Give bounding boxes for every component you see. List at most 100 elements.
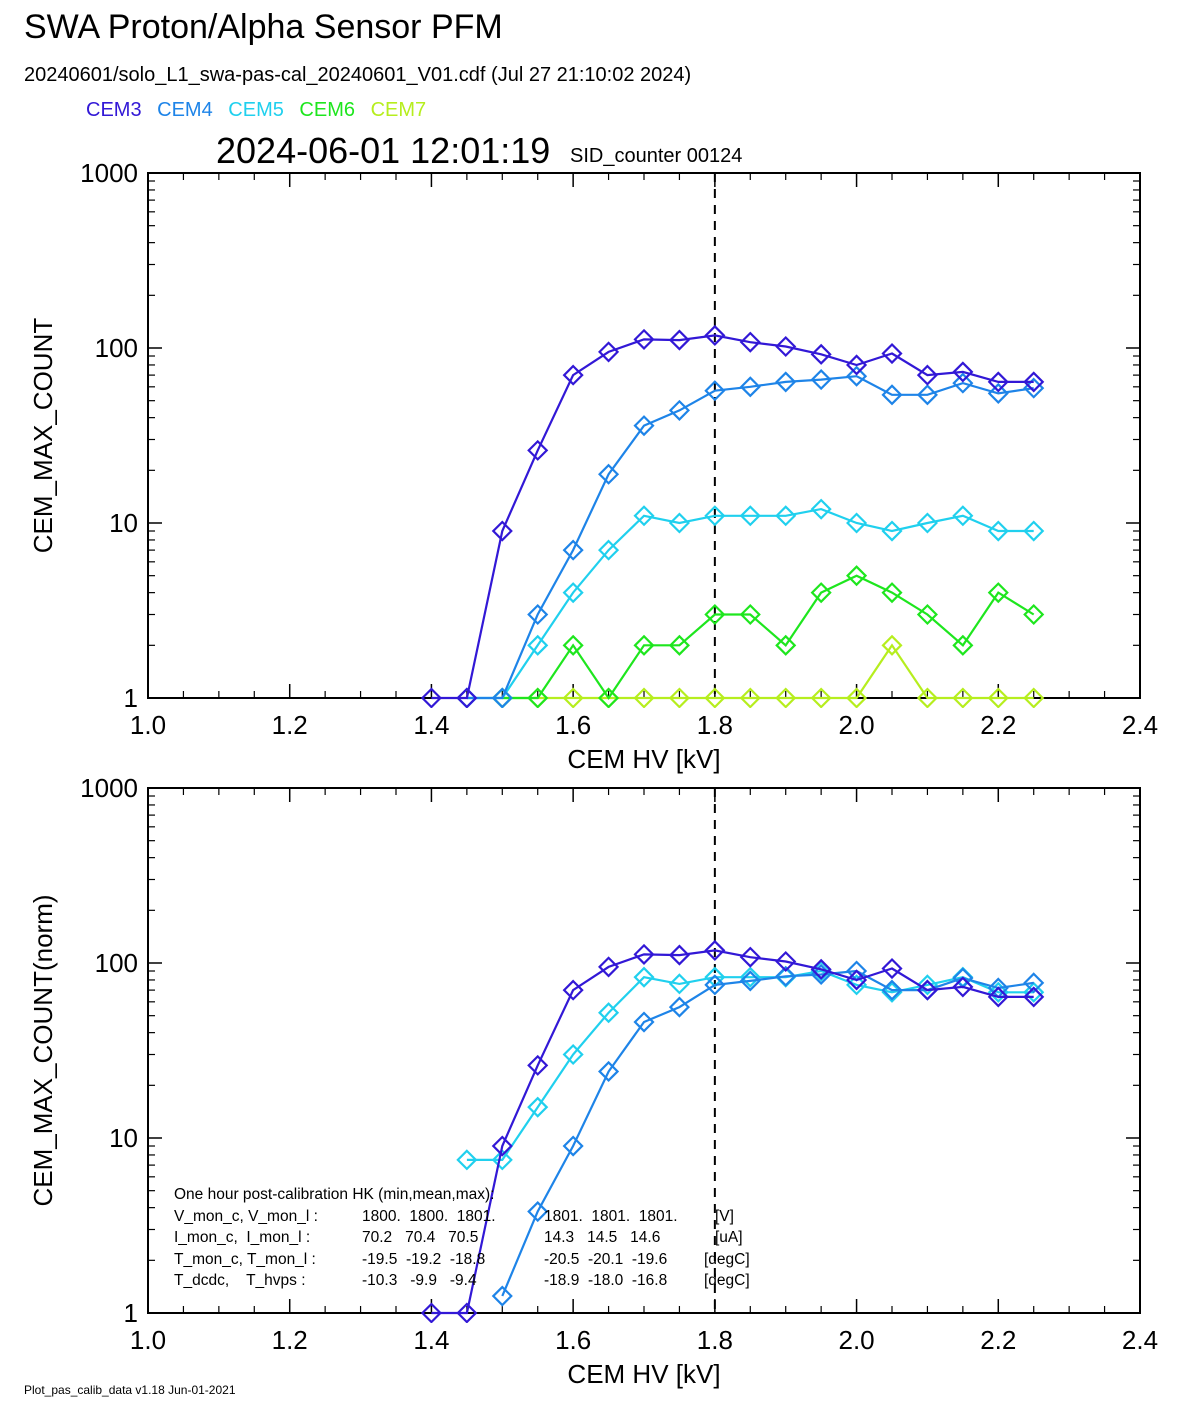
hk-row-label: T_mon_c, T_mon_l : bbox=[174, 1250, 316, 1268]
data-point-marker bbox=[668, 973, 690, 995]
data-point-marker bbox=[598, 1002, 620, 1024]
data-point-marker bbox=[952, 361, 974, 383]
data-point-marker bbox=[527, 634, 549, 656]
plot-panel-1: 1.0 1.2 1.4 1.6 1.8 2.0 2.2 2.4 1 10 100 1000 CEM HV… bbox=[28, 158, 1158, 774]
legend-item-cem7: CEM7 bbox=[370, 99, 427, 121]
hk-row-label: T_dcdc, T_hvps : bbox=[174, 1272, 306, 1289]
x-tick-label: 1.0 bbox=[130, 1325, 166, 1355]
data-point-marker bbox=[810, 582, 832, 604]
data-point-marker bbox=[1023, 972, 1045, 994]
hk-row-l-values: 14.3 14.5 14.6 bbox=[544, 1229, 661, 1246]
data-point-marker bbox=[562, 364, 584, 386]
hk-row: T_mon_c, T_mon_l : -19.5 -19.2 -18.8 -20… bbox=[174, 1249, 750, 1271]
x-axis-label: CEM HV [kV] bbox=[567, 744, 720, 774]
data-point-marker bbox=[491, 1149, 513, 1171]
data-point-marker bbox=[810, 498, 832, 520]
data-point-marker bbox=[633, 943, 655, 965]
plot-panel-2: 1.0 1.2 1.4 1.6 1.8 2.0 2.2 2.4 1 10 100 1000 CEM HV… bbox=[28, 773, 1158, 1389]
data-point-marker bbox=[739, 376, 761, 398]
series-line bbox=[431, 949, 1034, 1315]
hk-row-c-values: 1800. 1800. 1801. bbox=[362, 1207, 496, 1225]
data-point-marker bbox=[775, 687, 797, 708]
hk-row-label: I_mon_c, I_mon_l : bbox=[174, 1229, 311, 1246]
hk-row-l-values: 1801. 1801. 1801. bbox=[544, 1207, 678, 1225]
data-point-marker bbox=[562, 1135, 584, 1157]
data-point-marker bbox=[952, 976, 974, 998]
data-point-marker bbox=[704, 324, 726, 346]
hk-row-unit: [degC] bbox=[704, 1272, 750, 1289]
data-point-marker bbox=[846, 365, 868, 387]
data-point-marker bbox=[775, 634, 797, 656]
data-point-marker bbox=[775, 965, 797, 987]
data-point-marker bbox=[562, 582, 584, 604]
x-tick-label: 2.4 bbox=[1122, 710, 1158, 740]
data-point-marker bbox=[598, 463, 620, 485]
series-line bbox=[466, 375, 1034, 700]
data-point-marker bbox=[562, 539, 584, 561]
data-point-marker bbox=[739, 687, 761, 708]
data-point-marker bbox=[527, 603, 549, 626]
data-point-marker bbox=[456, 1302, 478, 1323]
series-cem3 bbox=[420, 324, 1045, 708]
x-tick-label: 2.4 bbox=[1122, 1325, 1158, 1355]
data-point-marker bbox=[739, 505, 761, 527]
data-point-marker bbox=[881, 957, 903, 980]
data-point-marker bbox=[1023, 687, 1045, 708]
data-point-marker bbox=[633, 1011, 655, 1033]
hk-row-l-values: -20.5 -20.1 -19.6 bbox=[544, 1250, 668, 1268]
series-cem5 bbox=[456, 498, 1045, 708]
data-point-marker bbox=[916, 974, 938, 996]
data-point-marker bbox=[739, 970, 761, 992]
data-point-marker bbox=[527, 1054, 549, 1076]
series-line bbox=[502, 574, 1035, 700]
data-point-marker bbox=[420, 1302, 442, 1323]
hk-info-box: One hour post-calibration HK (min,mean,m… bbox=[174, 1184, 750, 1292]
data-point-marker bbox=[881, 520, 903, 542]
x-tick-label: 1.2 bbox=[272, 1325, 308, 1355]
data-point-marker bbox=[598, 539, 620, 561]
hk-row-c-values: -19.5 -19.2 -18.8 bbox=[362, 1250, 486, 1268]
data-point-marker bbox=[633, 966, 655, 988]
data-point-marker bbox=[987, 382, 1009, 404]
data-point-marker bbox=[775, 371, 797, 393]
y-tick-label: 1 bbox=[124, 1298, 138, 1328]
series-cem6 bbox=[491, 565, 1045, 708]
x-tick-label: 1.6 bbox=[555, 710, 591, 740]
data-point-marker bbox=[952, 634, 974, 656]
data-point-marker bbox=[562, 979, 584, 1001]
data-point-marker bbox=[846, 512, 868, 534]
data-point-marker bbox=[633, 505, 655, 527]
data-point-marker bbox=[704, 974, 726, 996]
hk-title: One hour post-calibration HK (min,mean,m… bbox=[174, 1186, 495, 1203]
y-tick-label: 100 bbox=[95, 948, 138, 978]
hk-row-c-values: -10.3 -9.9 -9.4 bbox=[362, 1272, 477, 1289]
data-point-marker bbox=[420, 687, 442, 708]
x-tick-label: 1.6 bbox=[555, 1325, 591, 1355]
series-cem3 bbox=[420, 939, 1045, 1323]
data-point-marker bbox=[668, 634, 690, 656]
x-tick-label: 2.0 bbox=[838, 710, 874, 740]
data-point-marker bbox=[987, 371, 1009, 393]
data-point-marker bbox=[987, 582, 1009, 604]
series-line bbox=[501, 969, 1034, 1297]
series-line bbox=[431, 334, 1034, 700]
data-point-marker bbox=[739, 331, 761, 353]
y-axis-label: CEM_MAX_COUNT bbox=[28, 318, 58, 554]
data-point-marker bbox=[633, 328, 655, 350]
data-point-marker bbox=[1023, 981, 1045, 1003]
series-cem7 bbox=[491, 634, 1045, 708]
y-tick-label: 10 bbox=[109, 508, 138, 538]
data-point-marker bbox=[739, 946, 761, 968]
data-point-marker bbox=[668, 399, 690, 421]
timestamp: 2024-06-01 12:01:19 bbox=[216, 130, 551, 171]
data-point-marker bbox=[881, 384, 903, 406]
data-point-marker bbox=[562, 634, 584, 656]
data-point-marker bbox=[775, 505, 797, 527]
hk-row: T_dcdc, T_hvps : -10.3 -9.9 -9.4 -18.9 -… bbox=[174, 1270, 750, 1292]
x-tick-label: 1.8 bbox=[697, 710, 733, 740]
data-point-marker bbox=[491, 1285, 513, 1307]
data-point-marker bbox=[704, 939, 726, 961]
legend: CEM3 CEM4 CEM5 CEM6 CEM7 bbox=[86, 99, 436, 122]
data-point-marker bbox=[987, 981, 1009, 1003]
legend-item-cem4: CEM4 bbox=[157, 99, 213, 121]
